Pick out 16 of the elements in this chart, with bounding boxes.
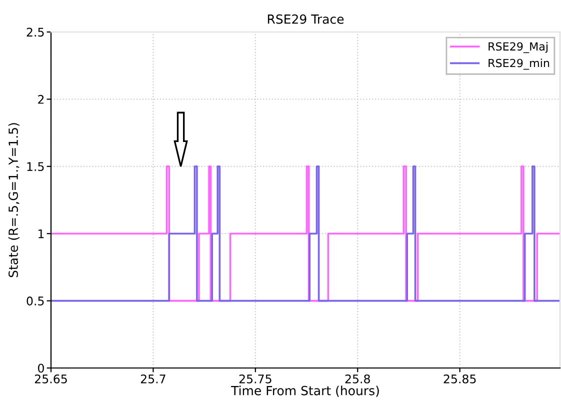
y-tick-label: 0 [38,364,44,373]
chart-title: RSE29 Trace [268,14,344,24]
y-axis-title: State (R=.5,G=1.,Y=1.5) [8,123,20,278]
x-tick-label: 25.85 [444,374,476,384]
y-tick-label: 2.5 [26,28,44,37]
legend-label: RSE29_Maj [488,42,548,54]
x-tick-label: 25.75 [239,374,272,384]
y-tick-label: 1 [38,229,44,238]
x-tick-label: 25.65 [34,374,67,384]
x-tick-label: 25.8 [345,374,370,384]
x-axis-title: Time From Start (hours) [231,386,379,397]
y-tick-label: 1.5 [27,162,44,172]
x-tick-label: 25.7 [140,374,166,384]
y-tick-label: 0.5 [26,296,44,306]
y-tick-label: 2 [38,94,44,104]
legend-label: RSE29_min [488,58,550,70]
